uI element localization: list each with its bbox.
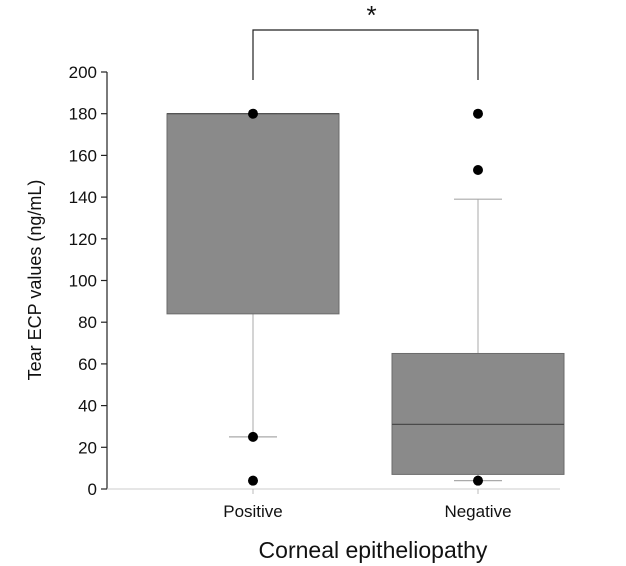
y-tick-label: 140 xyxy=(69,188,97,207)
x-axis-label: Corneal epitheliopathy xyxy=(259,537,488,563)
y-tick-label: 80 xyxy=(78,313,97,332)
y-tick-label: 160 xyxy=(69,146,97,165)
outlier-point xyxy=(248,475,258,486)
axes xyxy=(101,29,560,494)
outlier-point xyxy=(473,475,483,486)
y-tick-label: 180 xyxy=(69,105,97,124)
y-tick-label: 120 xyxy=(69,230,97,249)
y-tick-label: 100 xyxy=(69,272,97,291)
x-tick-label: Negative xyxy=(444,502,511,521)
y-tick-label: 0 xyxy=(88,480,97,499)
y-tick-label: 200 xyxy=(69,63,97,82)
outlier-point xyxy=(248,108,258,119)
outlier-points xyxy=(248,108,483,486)
box-negative xyxy=(391,198,565,482)
significance-marker: * xyxy=(366,0,376,30)
box-positive xyxy=(166,113,340,438)
box-rect xyxy=(166,113,340,315)
box-rect xyxy=(391,352,565,475)
significance-bracket xyxy=(252,29,479,80)
outlier-point xyxy=(473,108,483,119)
y-tick-label: 60 xyxy=(78,355,97,374)
outlier-point xyxy=(473,164,483,175)
y-axis-label: Tear ECP values (ng/mL) xyxy=(25,180,45,381)
y-tick-label: 20 xyxy=(78,438,97,457)
outlier-point xyxy=(248,431,258,442)
y-tick-label: 40 xyxy=(78,397,97,416)
boxes xyxy=(166,113,565,482)
x-tick-label: Positive xyxy=(223,502,283,521)
tick-labels: 0 20 40 60 80 100 120 140 160 180 200 Positive Negat… xyxy=(69,0,512,521)
